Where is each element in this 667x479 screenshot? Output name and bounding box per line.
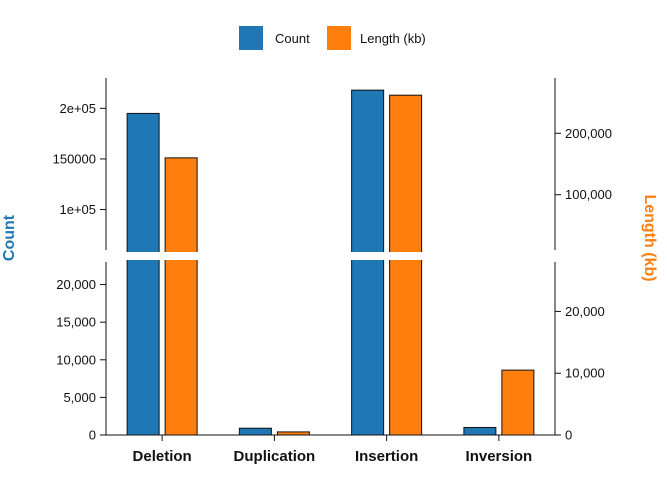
right-tick-label-0: 0: [565, 428, 572, 443]
left-tick-label-20-000: 20,000: [56, 277, 96, 292]
bar-inversion-length-kb: [501, 369, 535, 436]
left-tick-label-2e-05: 2e+05: [59, 101, 96, 116]
right-tick-label-200-000: 200,000: [565, 126, 612, 141]
legend-label-count: Count: [275, 31, 310, 46]
left-tick-label-150000: 150000: [53, 151, 96, 166]
bar-deletion-count: [126, 112, 160, 436]
right-tick-label-10-000: 10,000: [565, 366, 605, 381]
legend-swatch-count: [239, 26, 263, 50]
y-axis-title-right: Length (kb): [641, 194, 658, 281]
bar-insertion-length-kb: [389, 94, 423, 436]
left-tick-label-0: 0: [89, 428, 96, 443]
axis-break-band: [96, 252, 565, 260]
y-axis-title-left: Count: [1, 214, 18, 261]
x-tick-label-deletion: Deletion: [133, 448, 192, 465]
bar-insertion-count: [351, 89, 385, 436]
bars: [96, 89, 565, 436]
bar-inversion-count: [463, 426, 497, 436]
bar-deletion-length-kb: [164, 157, 198, 436]
left-tick-label-5-000: 5,000: [63, 390, 96, 405]
legend-swatch-length-kb: [327, 26, 351, 50]
right-tick-label-20-000: 20,000: [565, 304, 605, 319]
left-tick-label-10-000: 10,000: [56, 352, 96, 367]
left-tick-label-1e-05: 1e+05: [59, 202, 96, 217]
right-tick-label-100-000: 100,000: [565, 187, 612, 202]
legend-label-length-kb: Length (kb): [360, 31, 426, 46]
x-tick-label-insertion: Insertion: [355, 448, 418, 465]
x-tick-label-inversion: Inversion: [466, 448, 533, 465]
axes: 0 5,000 10,000 15,000 20,000 1e+05 150000 2e+05…: [53, 78, 612, 465]
bar-duplication-count: [238, 427, 272, 436]
legend: Count Length (kb): [239, 26, 426, 50]
x-tick-label-duplication: Duplication: [234, 448, 316, 465]
left-tick-label-15-000: 15,000: [56, 315, 96, 330]
